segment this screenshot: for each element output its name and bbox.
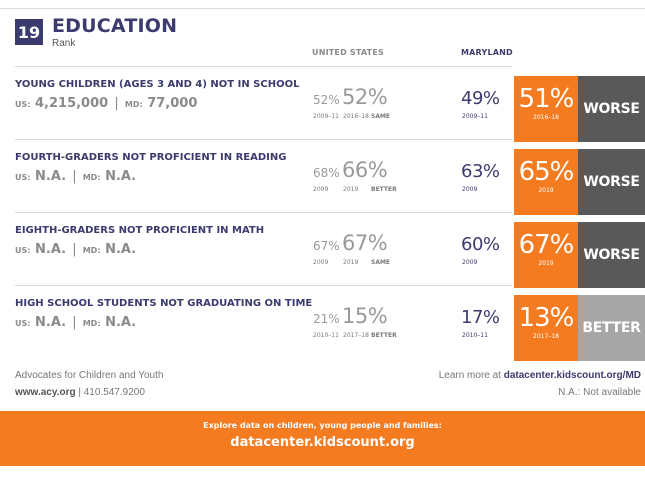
md-current-box: 67% 2019 (514, 222, 578, 288)
indicator-row: YOUNG CHILDREN (AGES 3 AND 4) NOT IN SCH… (0, 76, 645, 147)
divider (15, 285, 512, 286)
md-prior-year: 2010–11 (462, 332, 488, 339)
us-current-value: 66% (342, 158, 388, 182)
section-subtitle: Rank (52, 38, 76, 49)
us-prior-value: 67% (313, 239, 340, 253)
md-prior-year: 2009 (462, 186, 478, 193)
us-current-year: 2016–18 (343, 113, 369, 120)
indicator-row: HIGH SCHOOL STUDENTS NOT GRADUATING ON T… (0, 295, 645, 366)
contact-separator: | (78, 387, 84, 398)
count-separator: | (68, 315, 81, 330)
org-contact: www.acy.org | 410.547.9200 (15, 387, 145, 398)
org-name: Advocates for Children and Youth (15, 370, 164, 381)
us-current-value: 52% (342, 85, 388, 109)
us-current-year: 2019 (343, 259, 359, 266)
divider (15, 212, 512, 213)
md-current-year: 2016–18 (533, 114, 559, 121)
indicator-name: HIGH SCHOOL STUDENTS NOT GRADUATING ON T… (15, 298, 313, 309)
divider (15, 139, 512, 140)
md-prefix: MD: (82, 246, 101, 255)
us-current-year: 2017–18 (343, 332, 369, 339)
us-prefix: US: (15, 173, 31, 182)
status-badge: BETTER (578, 295, 645, 361)
md-prior-year: 2009 (462, 259, 478, 266)
md-prior-value: 63% (461, 161, 500, 182)
us-prefix: US: (15, 100, 31, 109)
divider (15, 66, 512, 67)
us-prefix: US: (15, 319, 31, 328)
learn-more-link[interactable]: datacenter.kidscount.org/MD (503, 370, 641, 381)
indicator-counts: US: N.A. | MD: N.A. (15, 315, 136, 330)
us-count: 4,215,000 (35, 96, 109, 111)
md-prior-value: 49% (461, 88, 500, 109)
top-rule (0, 8, 645, 9)
indicator-row: FOURTH-GRADERS NOT PROFICIENT IN READING… (0, 149, 645, 220)
md-prior-year: 2009–11 (462, 113, 488, 120)
us-count: N.A. (35, 242, 67, 257)
md-current-box: 13% 2017–18 (514, 295, 578, 361)
org-phone: 410.547.9200 (83, 387, 145, 398)
md-current-value: 13% (518, 303, 575, 333)
learn-more-prefix: Learn more at (438, 370, 501, 381)
status-badge: WORSE (578, 76, 645, 142)
us-count: N.A. (35, 169, 67, 184)
count-separator: | (68, 169, 81, 184)
us-current-value: 15% (342, 304, 388, 328)
org-website-link[interactable]: www.acy.org (15, 387, 76, 398)
status-badge: WORSE (578, 149, 645, 215)
md-current-year: 2017–18 (533, 333, 559, 340)
md-count: N.A. (105, 315, 137, 330)
indicator-name: FOURTH-GRADERS NOT PROFICIENT IN READING (15, 152, 287, 163)
column-header-us: UNITED STATES (312, 48, 384, 57)
na-note: N.A.: Not available (558, 387, 641, 398)
us-trend: BETTER (371, 186, 397, 193)
md-prefix: MD: (82, 319, 101, 328)
us-prior-year: 2009 (313, 186, 329, 193)
md-current-value: 51% (518, 84, 575, 114)
us-prior-year: 2010–11 (313, 332, 339, 339)
column-header-md: MARYLAND (461, 48, 513, 57)
md-prefix: MD: (82, 173, 101, 182)
us-prefix: US: (15, 246, 31, 255)
md-prefix: MD: (124, 100, 143, 109)
indicator-counts: US: N.A. | MD: N.A. (15, 242, 136, 257)
md-prior-value: 17% (461, 307, 500, 328)
us-trend: BETTER (371, 332, 397, 339)
us-trend: SAME (371, 259, 391, 266)
indicator-name: EIGHTH-GRADERS NOT PROFICIENT IN MATH (15, 225, 265, 236)
banner-text: Explore data on children, young people a… (203, 421, 442, 430)
section-title: EDUCATION (52, 15, 178, 37)
md-current-year: 2019 (538, 187, 554, 194)
md-count: N.A. (105, 242, 137, 257)
indicator-name: YOUNG CHILDREN (AGES 3 AND 4) NOT IN SCH… (15, 79, 300, 90)
count-separator: | (68, 242, 81, 257)
md-current-value: 65% (518, 157, 575, 187)
md-count: 77,000 (147, 96, 198, 111)
us-current-year: 2019 (343, 186, 359, 193)
indicator-counts: US: 4,215,000 | MD: 77,000 (15, 96, 197, 111)
us-trend: SAME (371, 113, 391, 120)
banner-link[interactable]: datacenter.kidscount.org (230, 435, 415, 450)
indicator-counts: US: N.A. | MD: N.A. (15, 169, 136, 184)
us-prior-year: 2009 (313, 259, 329, 266)
us-prior-value: 21% (313, 312, 340, 326)
us-prior-value: 52% (313, 93, 340, 107)
rank-badge: 19 (15, 19, 43, 45)
explore-banner: Explore data on children, young people a… (0, 411, 645, 466)
learn-more: Learn more at datacenter.kidscount.org/M… (439, 370, 641, 381)
md-current-box: 65% 2019 (514, 149, 578, 215)
indicator-row: EIGHTH-GRADERS NOT PROFICIENT IN MATH US:… (0, 222, 645, 293)
us-count: N.A. (35, 315, 67, 330)
md-current-box: 51% 2016–18 (514, 76, 578, 142)
us-prior-value: 68% (313, 166, 340, 180)
md-count: N.A. (105, 169, 137, 184)
us-current-value: 67% (342, 231, 388, 255)
us-prior-year: 2009–11 (313, 113, 339, 120)
md-current-value: 67% (518, 230, 575, 260)
md-current-year: 2019 (538, 260, 554, 267)
status-badge: WORSE (578, 222, 645, 288)
count-separator: | (110, 96, 123, 111)
md-prior-value: 60% (461, 234, 500, 255)
